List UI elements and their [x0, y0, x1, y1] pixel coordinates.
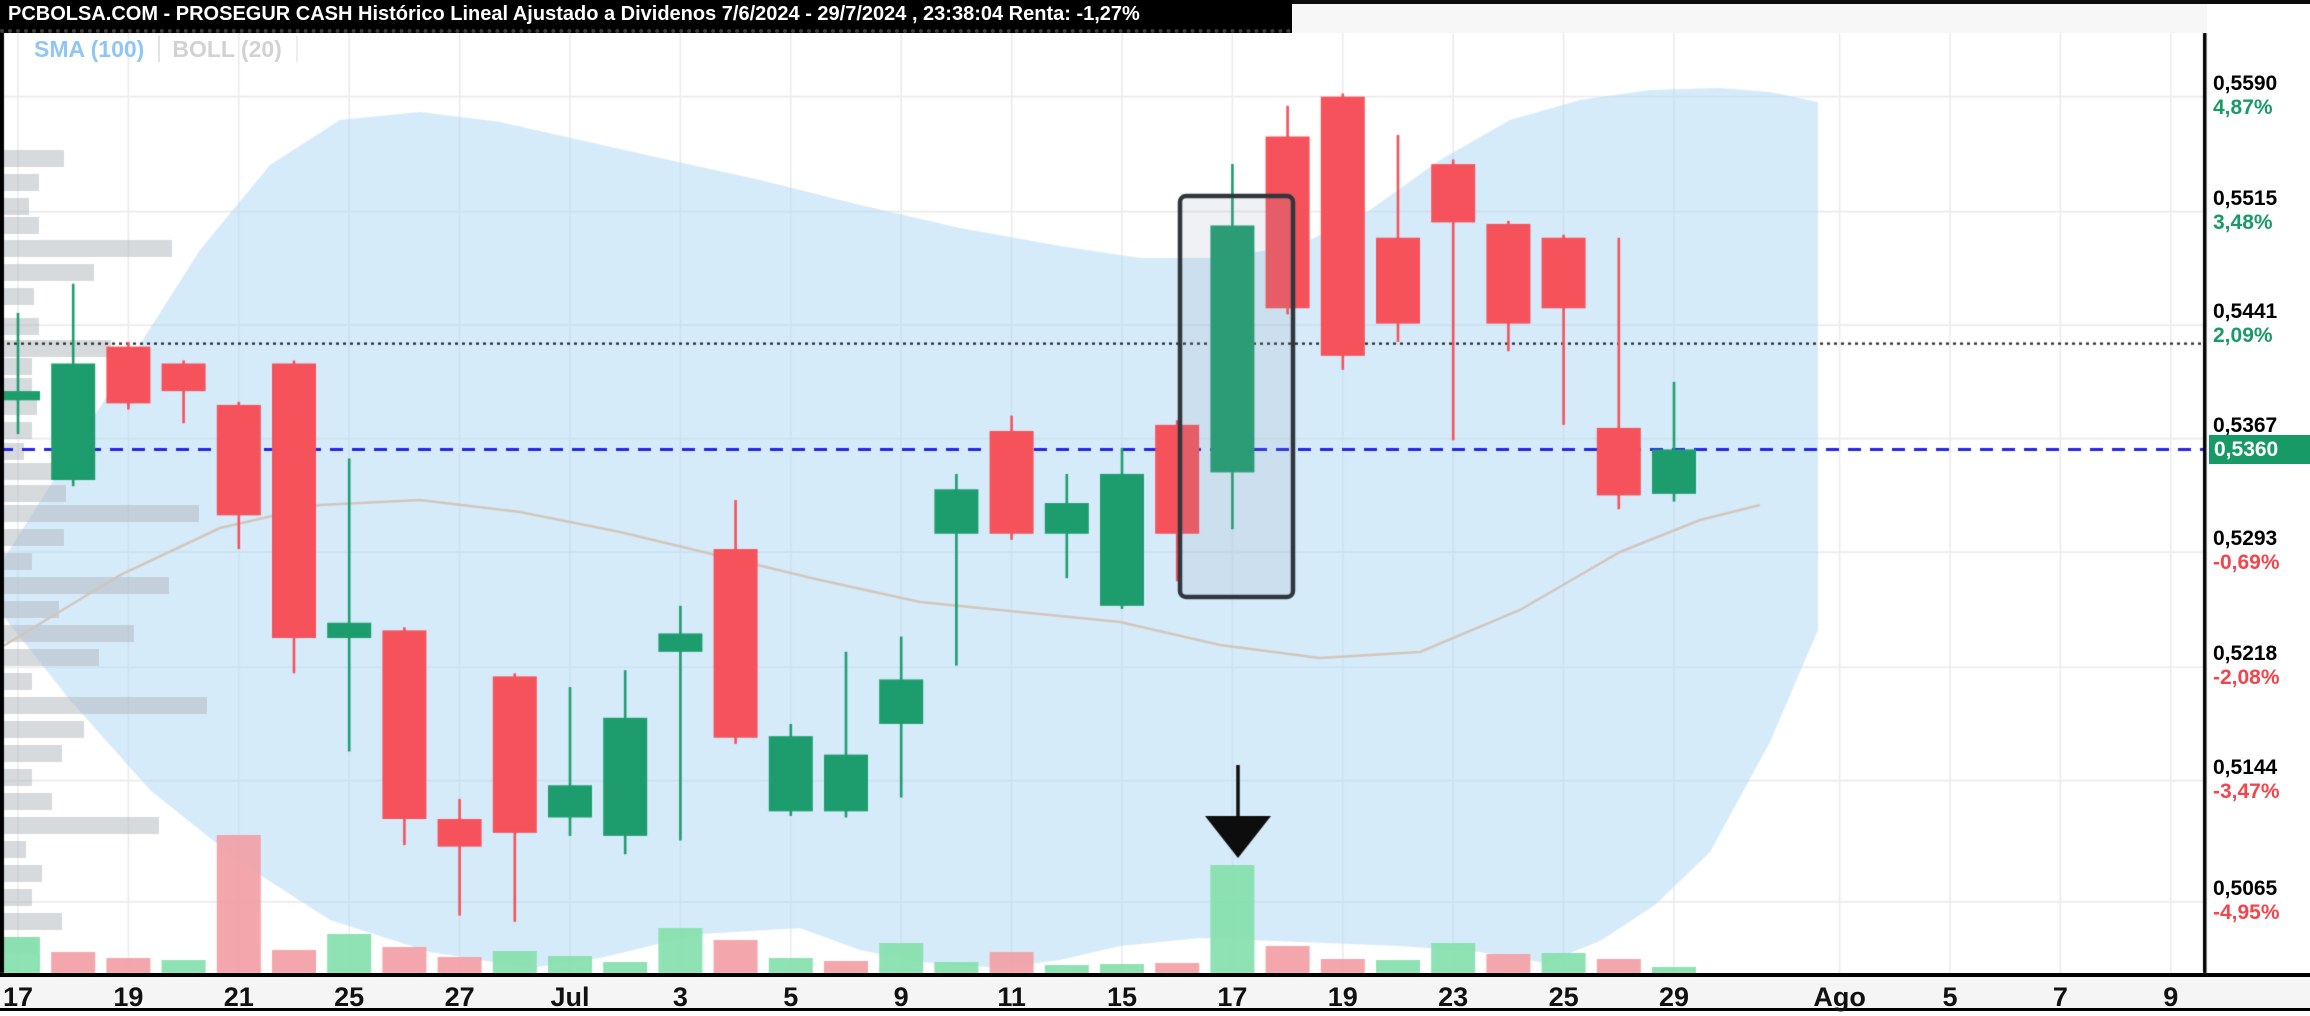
x-axis-tick-label: 11 — [997, 982, 1026, 1012]
x-axis-tick-label: 5 — [1942, 982, 1958, 1012]
y-axis-percent-label: -4,95% — [2213, 900, 2280, 924]
x-axis-tick-label: 19 — [113, 982, 144, 1012]
x-axis-tick-label: 25 — [1548, 982, 1579, 1012]
sma-indicator-label[interactable]: SMA (100) — [34, 36, 161, 62]
x-axis-tick-label: 3 — [672, 982, 688, 1012]
titlebar-right-strip — [1292, 4, 2207, 33]
x-axis-tick-label: 5 — [783, 982, 799, 1012]
boll-indicator-label[interactable]: BOLL (20) — [160, 36, 298, 62]
x-axis-tick-label: 21 — [223, 982, 254, 1012]
indicator-legend: SMA (100) BOLL (20) — [34, 36, 298, 63]
y-axis-price-label: 0,5065 — [2213, 876, 2278, 900]
y-axis-price-label: 0,5218 — [2213, 642, 2278, 666]
date-axis: 17 19 21 25 27 Jul 3 5 9 11 15 17 19 23 25 29 Ago 5 7 9 — [0, 973, 2310, 1012]
x-axis-tick-label: Jul — [550, 982, 590, 1012]
x-axis-tick-label: 7 — [2052, 982, 2068, 1012]
x-axis-tick-label: 17 — [2, 982, 34, 1012]
x-axis-tick-label: 17 — [1217, 982, 1248, 1012]
x-axis-tick-label: 9 — [893, 982, 909, 1012]
x-axis-tick-label: 23 — [1438, 982, 1469, 1012]
y-axis-price-label: 0,5293 — [2213, 527, 2278, 551]
last-price-badge: 0,5360 — [2209, 435, 2310, 464]
x-axis-tick-label: 29 — [1658, 982, 1690, 1012]
x-axis-tick-label: 19 — [1327, 982, 1358, 1012]
y-axis-price-label: 0,5441 — [2213, 300, 2278, 324]
y-axis-price-label: 0,5515 — [2213, 186, 2278, 210]
title-bar: PCBOLSA.COM - PROSEGUR CASH Histórico Li… — [0, 0, 1292, 33]
x-axis-tick-label: 25 — [334, 982, 365, 1012]
page-title: PCBOLSA.COM - PROSEGUR CASH Histórico Li… — [8, 3, 1140, 25]
y-axis-percent-label: -2,08% — [2213, 666, 2280, 690]
x-axis-tick-label: 27 — [444, 982, 475, 1012]
y-axis-percent-label: -3,47% — [2213, 779, 2280, 803]
y-axis-price-label: 0,5367 — [2213, 413, 2278, 437]
y-axis-percent-label: 3,48% — [2213, 210, 2273, 234]
y-axis-price-label: 0,5590 — [2213, 71, 2278, 95]
x-axis-tick-label: Ago — [1813, 982, 1866, 1012]
y-axis-price-label: 0,5144 — [2213, 755, 2278, 779]
x-axis-tick-label: 15 — [1106, 982, 1138, 1012]
x-axis-tick-label: 9 — [2163, 982, 2179, 1012]
y-axis-percent-label: -0,69% — [2213, 551, 2280, 575]
y-axis-percent-label: 2,09% — [2213, 324, 2273, 348]
y-axis-percent-label: 4,87% — [2213, 95, 2273, 119]
